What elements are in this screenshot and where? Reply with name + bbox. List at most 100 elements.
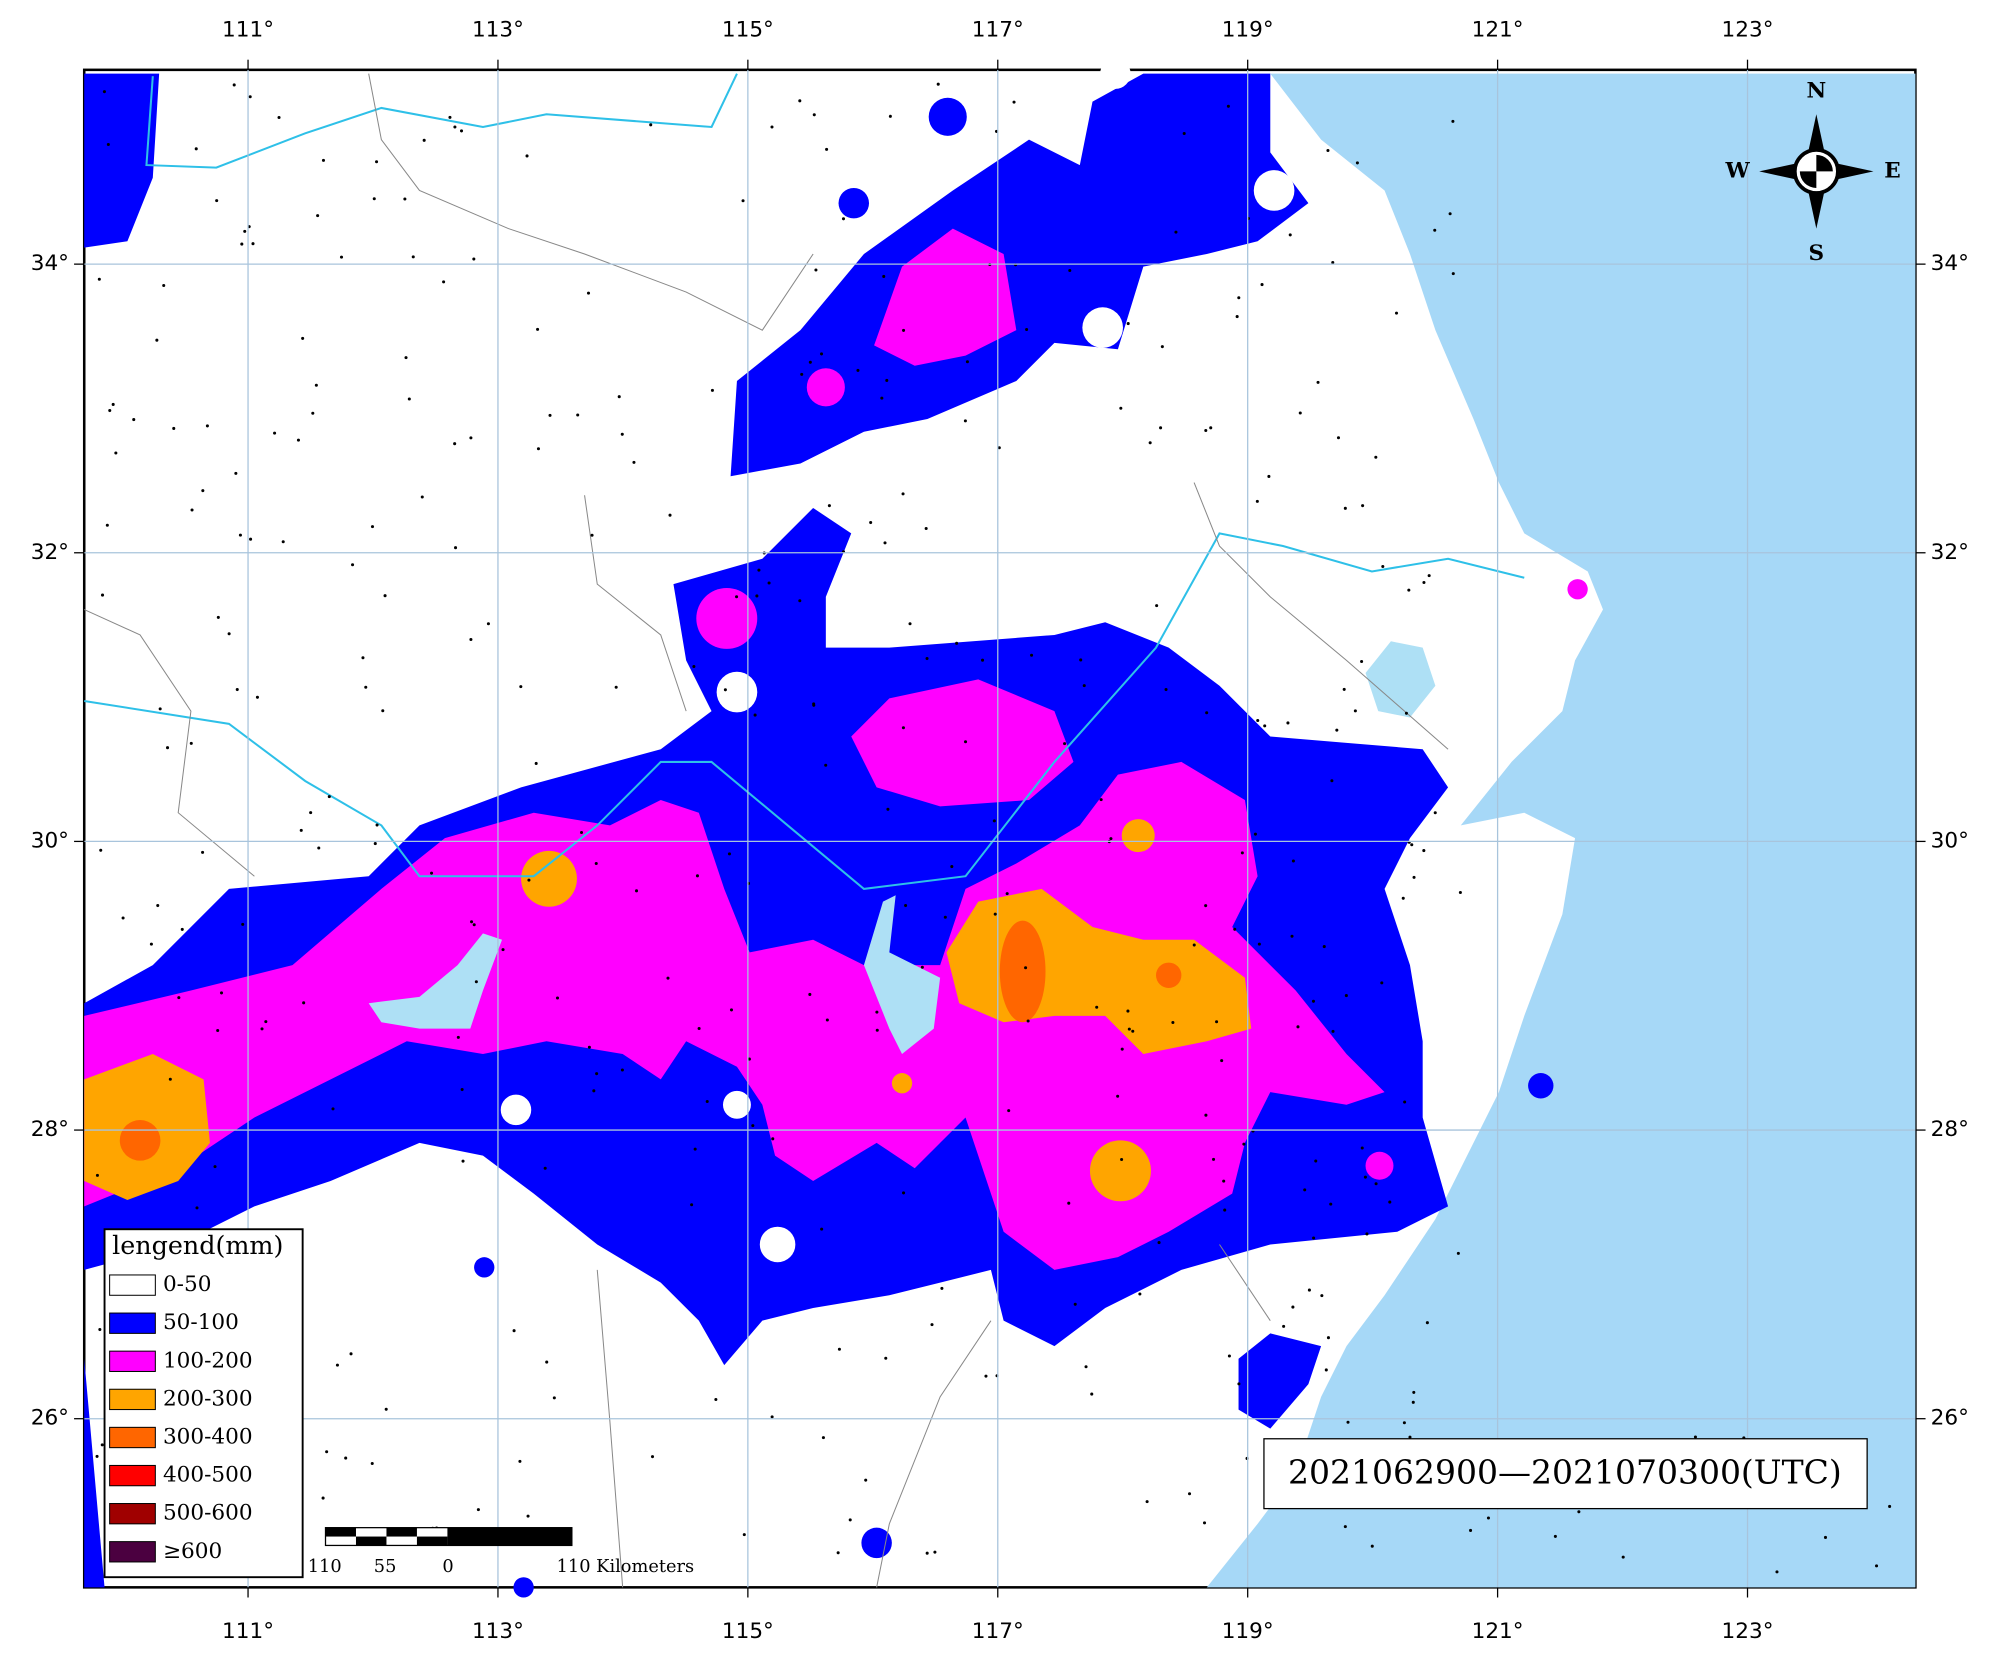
station <box>1374 1182 1378 1186</box>
station <box>1403 1100 1407 1104</box>
rain-200-300-spots <box>521 819 1155 1202</box>
station <box>1451 119 1455 123</box>
lon-label: 121° <box>1472 1619 1524 1644</box>
spot <box>891 1073 913 1094</box>
station <box>1226 104 1230 108</box>
station <box>232 83 236 87</box>
station <box>1312 1236 1316 1240</box>
station <box>1404 711 1408 715</box>
station <box>1412 1390 1416 1394</box>
station <box>770 125 774 129</box>
station <box>453 125 457 129</box>
station <box>723 688 727 692</box>
station <box>1433 811 1437 815</box>
period-box <box>1263 1438 1868 1510</box>
station <box>534 761 538 765</box>
spot <box>474 1257 495 1278</box>
station <box>1296 1025 1300 1029</box>
station <box>277 115 281 119</box>
lake <box>1365 641 1436 718</box>
station <box>99 848 103 852</box>
river <box>84 532 1525 890</box>
station <box>1451 272 1455 276</box>
station <box>273 431 277 435</box>
station <box>714 1398 718 1402</box>
station <box>501 948 505 952</box>
spot <box>513 1577 534 1598</box>
station <box>470 920 474 924</box>
station <box>814 268 818 272</box>
station <box>1126 322 1130 326</box>
station <box>1120 1047 1124 1051</box>
station <box>301 336 305 340</box>
station <box>943 915 947 919</box>
station <box>1220 1059 1224 1063</box>
station <box>821 1436 825 1440</box>
station <box>100 1443 104 1447</box>
station <box>1204 428 1208 433</box>
compass: N S W E <box>1724 78 1900 266</box>
station <box>195 1206 199 1210</box>
station <box>548 413 552 417</box>
station <box>555 996 560 1000</box>
rain-100-200 <box>84 761 1385 1270</box>
station <box>1204 904 1208 908</box>
compass-core <box>1799 154 1833 188</box>
rain-200-300 <box>84 888 1252 1201</box>
station <box>335 1363 339 1367</box>
station <box>121 916 125 920</box>
station <box>219 991 224 995</box>
station <box>114 451 118 455</box>
station <box>194 147 198 151</box>
scale-label: 0 <box>442 1557 453 1577</box>
station <box>886 807 890 811</box>
lon-label: 117° <box>972 17 1024 42</box>
lat-label: 26° <box>31 1406 69 1431</box>
station <box>205 424 209 428</box>
border <box>584 495 687 712</box>
station <box>1425 1321 1429 1325</box>
station <box>370 525 375 529</box>
station <box>1215 1020 1219 1024</box>
station <box>837 1347 841 1351</box>
station <box>95 1173 99 1177</box>
station <box>808 992 812 996</box>
station <box>727 852 731 856</box>
station <box>981 658 985 662</box>
station <box>594 861 598 866</box>
station <box>1388 1200 1392 1204</box>
station <box>595 1072 599 1076</box>
station <box>1353 709 1357 713</box>
lat-label: 28° <box>31 1117 69 1142</box>
station <box>403 197 407 201</box>
station <box>1119 406 1123 410</box>
station <box>904 904 908 908</box>
station <box>965 360 969 364</box>
station <box>1394 311 1399 315</box>
station <box>710 388 714 392</box>
station <box>1026 1019 1030 1023</box>
station <box>950 865 954 869</box>
station <box>248 95 252 99</box>
legend-swatch <box>109 1350 156 1372</box>
station <box>327 795 331 799</box>
station <box>1223 1208 1227 1212</box>
legend-swatch <box>109 1274 156 1296</box>
station <box>1095 1005 1099 1009</box>
lon-label: 119° <box>1222 1619 1274 1644</box>
station <box>1291 859 1295 863</box>
station <box>1067 1201 1071 1205</box>
station <box>1233 927 1237 931</box>
station <box>1202 1521 1207 1525</box>
station <box>1322 945 1326 949</box>
station <box>108 409 112 413</box>
station <box>375 823 379 827</box>
station <box>1145 1500 1149 1504</box>
station <box>757 568 761 572</box>
lon-label: 117° <box>972 1619 1024 1644</box>
spot <box>696 587 758 649</box>
station <box>875 1010 879 1014</box>
station <box>527 878 531 882</box>
station <box>486 622 490 626</box>
station <box>1068 268 1072 273</box>
